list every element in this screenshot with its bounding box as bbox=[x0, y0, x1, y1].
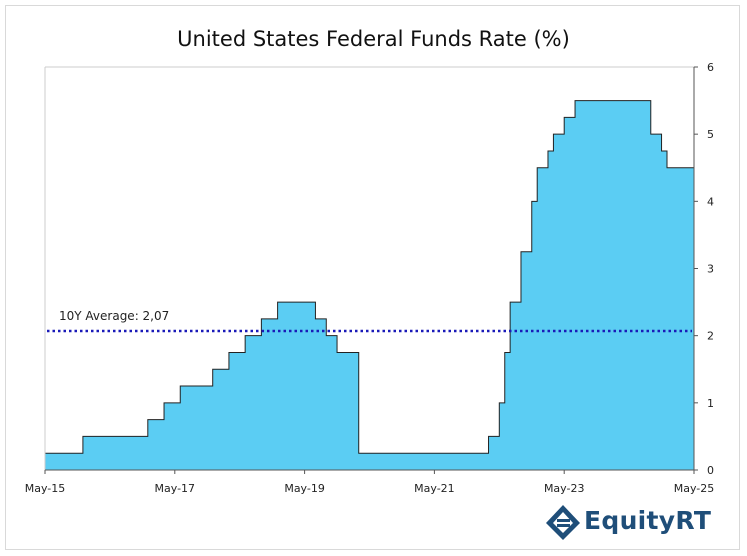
y-tick-label: 3 bbox=[707, 263, 714, 276]
area-series bbox=[44, 100, 694, 470]
chart-title: United States Federal Funds Rate (%) bbox=[177, 27, 570, 51]
x-tick-label: May-15 bbox=[25, 482, 66, 495]
y-tick-label: 1 bbox=[707, 397, 714, 410]
x-tick-label: May-23 bbox=[544, 482, 585, 495]
x-tick-label: May-17 bbox=[155, 482, 196, 495]
y-tick-label: 4 bbox=[707, 195, 714, 208]
x-tick-label: May-25 bbox=[674, 482, 715, 495]
logo-text: EquityRT bbox=[584, 506, 712, 535]
series-line bbox=[44, 100, 694, 470]
x-tick-label: May-21 bbox=[414, 482, 455, 495]
y-tick-label: 0 bbox=[707, 464, 714, 477]
logo-icon bbox=[546, 505, 580, 540]
axes: 0 1 2 3 4 5 6 May-15 May-17 May-19 May-21 May-23 May… bbox=[25, 61, 715, 495]
reference-line-group: 10Y Average: 2,07 bbox=[47, 309, 692, 333]
x-tick-label: May-19 bbox=[284, 482, 325, 495]
equityrt-logo: EquityRT bbox=[544, 502, 729, 542]
area-fill bbox=[45, 100, 694, 470]
y-tick-label: 2 bbox=[707, 330, 714, 343]
y-tick-label: 6 bbox=[707, 61, 714, 74]
y-tick-label: 5 bbox=[707, 128, 714, 141]
average-reference-label: 10Y Average: 2,07 bbox=[59, 309, 169, 323]
